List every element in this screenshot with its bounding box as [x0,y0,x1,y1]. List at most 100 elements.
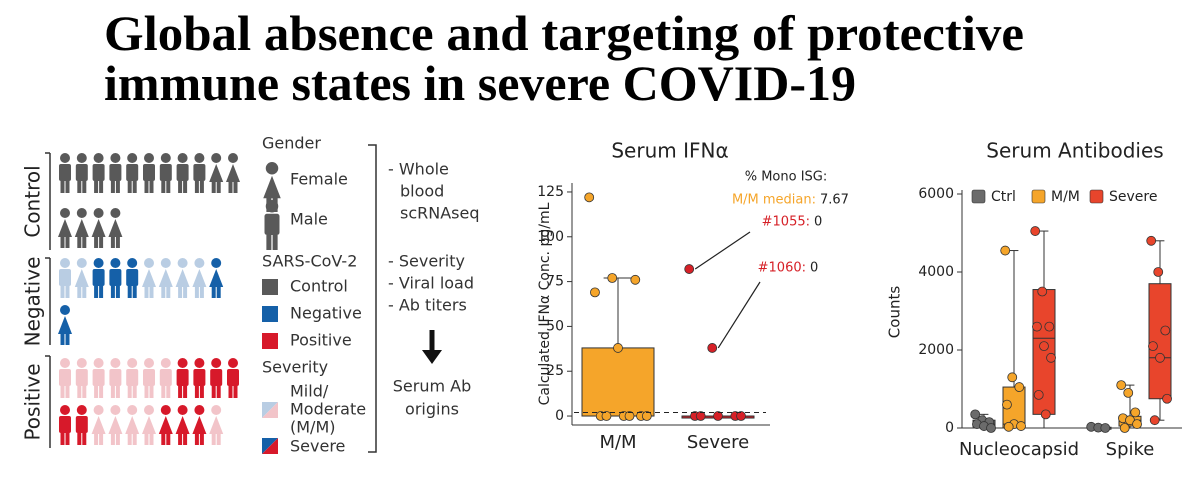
person-icon [74,208,89,248]
icon-body [126,269,139,286]
person-icon [59,153,71,193]
icon-body [193,369,206,386]
icon-head [110,358,121,368]
icon-leg [77,181,82,193]
icon-body [143,369,155,386]
icon-leg [144,286,149,298]
person-icon [158,405,173,445]
data-point [630,274,641,285]
person-icon [227,358,239,398]
icon-body [175,269,190,287]
icon-body [176,369,189,386]
icon-head [160,405,171,415]
x-tick-label: M/M [599,432,636,453]
icon-body [92,269,105,286]
person-icon [193,153,206,193]
data-point [1130,407,1141,418]
icon-leg [94,386,99,398]
data-point [590,287,600,298]
legend-title: Gender [262,134,321,153]
icon-head [60,258,70,268]
icon-body [159,369,172,386]
assay-text: - Ab titers [388,296,467,315]
y-tick-label: 100 [537,229,564,245]
icon-head [211,358,222,368]
icon-body [192,416,207,434]
person-icon [209,153,224,193]
icon-leg [199,386,204,398]
y-tick-label: 0 [555,408,564,424]
icon-leg [272,235,278,250]
annotation-value: 7.67 [820,193,849,208]
icon-leg [132,386,137,398]
icon-leg [166,181,171,193]
data-point [986,423,996,433]
icon-leg [110,236,115,248]
icon-body [209,416,224,434]
icon-leg [94,433,99,445]
icon-leg [144,433,149,445]
y-tick-label: 2000 [918,342,954,358]
person-icon [193,358,206,398]
icon-leg [65,333,70,345]
icon-leg [110,286,115,298]
data-point [1044,321,1055,332]
annotation: M/M median: [732,193,816,208]
person-icon [159,153,172,193]
icon-leg [60,433,65,445]
icon-leg [161,181,166,193]
data-point [624,411,635,421]
x-tick-label: Spike [1106,439,1155,460]
icon-leg [60,386,65,398]
icon-body [209,269,224,287]
data-point [1002,399,1012,410]
person-icon [143,153,155,193]
person-icon [143,358,155,398]
icon-body [159,164,172,181]
icon-leg [194,181,199,193]
icon-leg [82,236,87,248]
y-tick-label: 25 [546,363,564,379]
data-point [1000,245,1011,256]
person-icon [158,258,173,298]
annotation-value: 0 [814,215,822,230]
assay-text: scRNAseq [400,204,480,223]
icon-leg [127,181,132,193]
icon-leg [65,386,70,398]
icon-leg [77,286,82,298]
icon-leg [77,386,82,398]
icon-body [126,369,139,386]
y-tick-label: 50 [546,318,564,334]
person-icon [209,405,224,445]
group-label: Control [21,165,45,237]
icon-body [58,316,72,334]
icon-leg [183,433,188,445]
icon-head [60,405,70,415]
icon-leg [216,433,221,445]
data-point [707,343,718,353]
chart-title: Serum Antibodies [986,139,1163,163]
icon-head [110,153,121,163]
icon-leg [132,286,137,298]
callout-line [717,281,761,349]
person-icon [59,405,71,445]
icon-leg [115,433,120,445]
y-tick-label: 4000 [918,264,954,280]
icon-leg [211,181,216,193]
icon-leg [99,386,104,398]
legend-label: Severe [1109,189,1157,205]
icon-head [127,258,138,268]
person-icon [75,405,88,445]
data-point [1007,372,1018,383]
data-point [1146,235,1157,246]
data-point [607,273,618,283]
legend-swatch [262,279,278,295]
data-point [641,411,652,421]
icon-leg [178,433,183,445]
person-icon [92,153,105,193]
icon-body [193,164,206,181]
icon-head [127,358,138,368]
icon-leg [132,433,137,445]
legend-title: SARS-CoV-2 [262,252,357,271]
icon-leg [99,286,104,298]
